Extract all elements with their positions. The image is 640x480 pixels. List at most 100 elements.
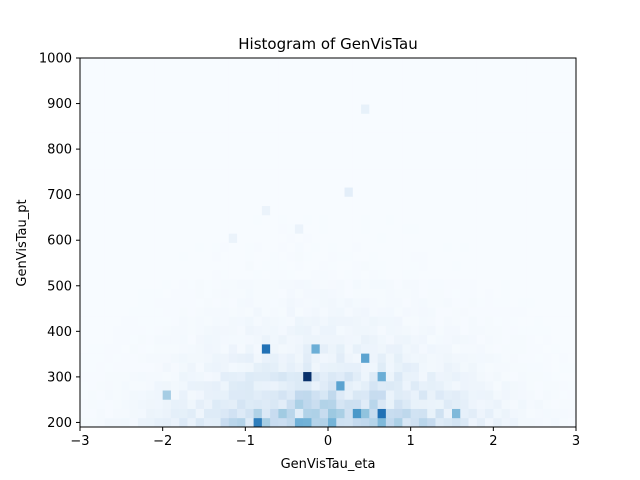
heatmap-cell	[452, 196, 461, 206]
heatmap-cell	[261, 279, 271, 290]
heatmap-cell	[162, 67, 172, 77]
heatmap-cell	[162, 150, 172, 160]
heatmap-cell	[468, 131, 478, 142]
heatmap-cell	[410, 168, 420, 179]
heatmap-cell	[344, 307, 354, 317]
heatmap-cell	[352, 270, 362, 280]
heatmap-cell	[435, 67, 445, 77]
heatmap-cell	[361, 334, 370, 345]
heatmap-cell	[96, 279, 106, 290]
heatmap-cell	[485, 113, 494, 123]
heatmap-cell	[261, 76, 271, 87]
heatmap-cell	[286, 131, 296, 142]
heatmap-cell	[394, 177, 403, 188]
heatmap-cell	[485, 260, 494, 271]
heatmap-cell	[485, 390, 494, 400]
heatmap-cell	[319, 58, 329, 68]
heatmap-cell	[170, 316, 180, 326]
heatmap-cell	[187, 297, 197, 308]
heatmap-cell	[303, 67, 312, 77]
heatmap-cell	[410, 94, 420, 105]
heatmap-cell	[129, 251, 139, 262]
heatmap-cell	[162, 122, 172, 133]
heatmap-cell	[485, 353, 494, 363]
heatmap-cell	[509, 362, 519, 373]
heatmap-cell	[518, 307, 527, 317]
heatmap-cell	[427, 196, 436, 206]
heatmap-cell	[311, 131, 321, 142]
heatmap-cell	[361, 408, 370, 419]
heatmap-cell	[501, 279, 511, 290]
heatmap-cell	[435, 371, 445, 382]
heatmap-cell	[253, 177, 263, 188]
heatmap-cell	[509, 177, 519, 188]
heatmap-cell	[96, 113, 106, 123]
heatmap-cell	[170, 196, 180, 206]
heatmap-cell	[261, 288, 271, 299]
heatmap-cell	[121, 408, 130, 419]
heatmap-cell	[96, 362, 106, 373]
heatmap-cell	[534, 325, 544, 336]
heatmap-cell	[509, 270, 519, 280]
heatmap-cell	[534, 85, 544, 96]
heatmap-cell	[253, 316, 263, 326]
heatmap-cell	[204, 297, 213, 308]
heatmap-cell	[567, 196, 577, 206]
heatmap-cell	[228, 122, 238, 133]
heatmap-cell	[146, 131, 155, 142]
heatmap-cell	[452, 288, 461, 299]
heatmap-cell	[228, 334, 238, 345]
heatmap-cell	[402, 417, 412, 428]
heatmap-cell	[567, 325, 577, 336]
heatmap-cell	[204, 371, 213, 382]
heatmap-cell	[394, 251, 403, 262]
heatmap-cell	[88, 159, 97, 170]
heatmap-cell	[493, 408, 502, 419]
heatmap-cell	[195, 224, 205, 234]
heatmap-cell	[435, 85, 445, 96]
heatmap-cell	[162, 334, 172, 345]
heatmap-cell	[162, 260, 172, 271]
heatmap-cell	[336, 279, 345, 290]
heatmap-cell	[501, 362, 511, 373]
heatmap-cell	[410, 233, 420, 243]
heatmap-cell	[551, 205, 560, 216]
heatmap-cell	[245, 297, 254, 308]
heatmap-cell	[80, 168, 89, 179]
heatmap-cell	[460, 150, 469, 160]
heatmap-cell	[352, 279, 362, 290]
heatmap-cell	[542, 122, 552, 133]
heatmap-cell	[369, 270, 378, 280]
heatmap-cell	[195, 85, 205, 96]
heatmap-cell	[385, 104, 395, 114]
heatmap-cell	[88, 325, 97, 336]
heatmap-cell	[303, 113, 312, 123]
heatmap-cell	[146, 233, 155, 243]
heatmap-cell	[154, 214, 164, 225]
heatmap-cell	[526, 187, 536, 197]
heatmap-cell	[137, 177, 147, 188]
heatmap-cell	[443, 390, 453, 400]
heatmap-cell	[410, 159, 420, 170]
heatmap-cell	[559, 399, 569, 409]
heatmap-cell	[344, 177, 354, 188]
heatmap-cell	[286, 233, 296, 243]
heatmap-cell	[237, 279, 246, 290]
heatmap-cell	[468, 85, 478, 96]
heatmap-cell	[179, 325, 188, 336]
heatmap-cell	[104, 131, 114, 142]
heatmap-cell	[80, 371, 89, 382]
heatmap-cell	[501, 417, 511, 428]
x-tick-label: −3	[70, 434, 89, 449]
heatmap-cell	[443, 260, 453, 271]
heatmap-cell	[195, 279, 205, 290]
heatmap-cell	[526, 85, 536, 96]
heatmap-cell	[303, 177, 312, 188]
heatmap-cell	[245, 187, 254, 197]
heatmap-cell	[228, 94, 238, 105]
heatmap-cell	[394, 196, 403, 206]
heatmap-cell	[485, 85, 494, 96]
heatmap-cell	[228, 325, 238, 336]
heatmap-cell	[534, 214, 544, 225]
